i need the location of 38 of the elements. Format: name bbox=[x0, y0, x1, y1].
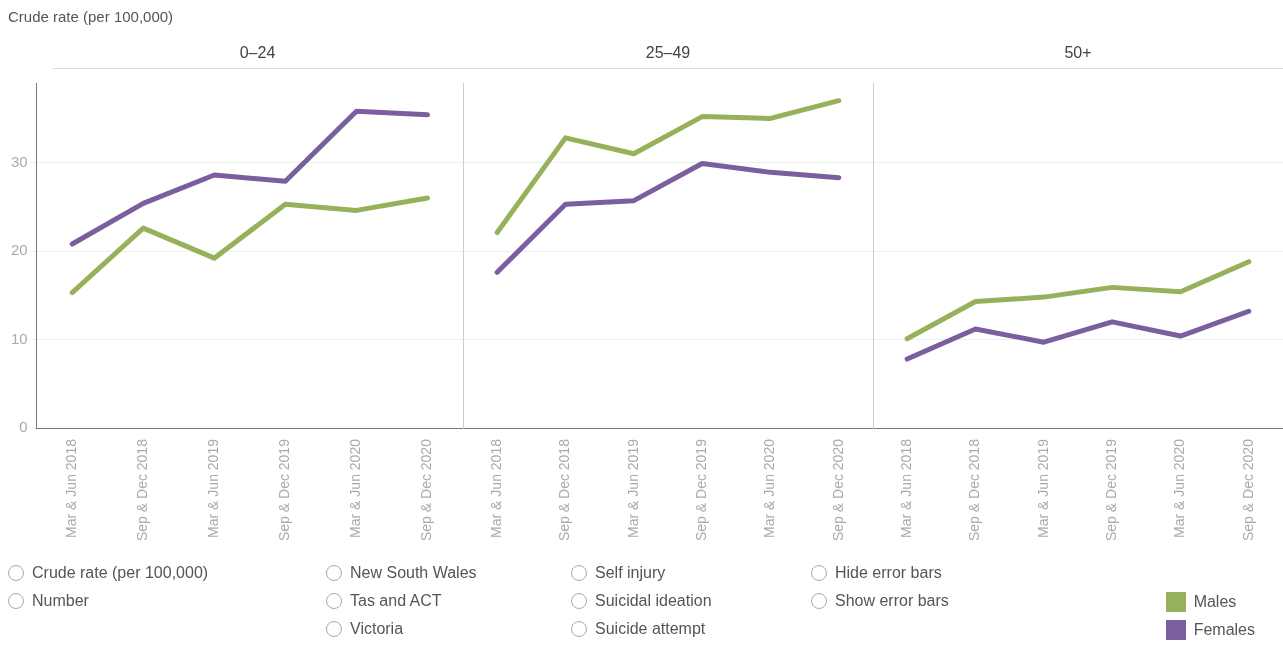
x-tick-label: Sep & Dec 2019 bbox=[693, 438, 710, 542]
x-tick-label: Mar & Jun 2018 bbox=[898, 438, 915, 538]
text: Suicidal ideation bbox=[595, 592, 712, 610]
x-tick-label: Mar & Jun 2019 bbox=[1034, 438, 1051, 538]
x-tick-label: Mar & Jun 2018 bbox=[488, 438, 505, 538]
x-tick-label: Sep & Dec 2018 bbox=[134, 438, 151, 542]
x-tick-label: Sep & Dec 2020 bbox=[418, 438, 435, 542]
x-tick-label: Sep & Dec 2019 bbox=[1103, 438, 1120, 542]
legend-label: Females bbox=[1193, 621, 1255, 639]
x-tick-label: Mar & Jun 2019 bbox=[205, 438, 222, 538]
x-tick-label: Mar & Jun 2020 bbox=[761, 438, 778, 538]
x-tick-label: Sep & Dec 2018 bbox=[966, 438, 983, 542]
x-tick-label: Mar & Jun 2020 bbox=[347, 438, 364, 538]
legend-label: Males bbox=[1193, 593, 1237, 611]
text: Crude rate (per 100,000) bbox=[32, 564, 209, 582]
y-tick-label: 10 bbox=[11, 329, 28, 347]
text: Victoria bbox=[350, 620, 404, 638]
x-tick-label: Sep & Dec 2020 bbox=[1239, 438, 1256, 542]
text: New South Wales bbox=[350, 564, 477, 582]
x-tick-label: Mar & Jun 2019 bbox=[624, 438, 641, 538]
x-tick-label: Sep & Dec 2020 bbox=[829, 438, 846, 542]
y-tick-label: 0 bbox=[19, 418, 28, 436]
x-tick-label: Mar & Jun 2018 bbox=[63, 438, 80, 538]
y-axis-title: Crude rate (per 100,000) bbox=[8, 8, 175, 27]
text: Show error bars bbox=[835, 592, 949, 610]
x-tick-label: Mar & Jun 2020 bbox=[1171, 438, 1188, 538]
text: Suicide attempt bbox=[595, 620, 706, 638]
x-tick-label: Sep & Dec 2019 bbox=[276, 438, 293, 542]
y-tick-label: 20 bbox=[11, 241, 28, 259]
y-tick-label: 30 bbox=[11, 152, 28, 170]
x-tick-label: Sep & Dec 2018 bbox=[556, 438, 573, 542]
text: Tas and ACT bbox=[350, 592, 442, 610]
chart-title: 0–24 bbox=[52, 38, 463, 69]
chart-title: 50+ bbox=[873, 38, 1283, 69]
chart-title: 25–49 bbox=[463, 38, 873, 69]
text: Self injury bbox=[595, 564, 666, 582]
text: Number bbox=[32, 592, 89, 610]
text: Hide error bars bbox=[835, 564, 942, 582]
